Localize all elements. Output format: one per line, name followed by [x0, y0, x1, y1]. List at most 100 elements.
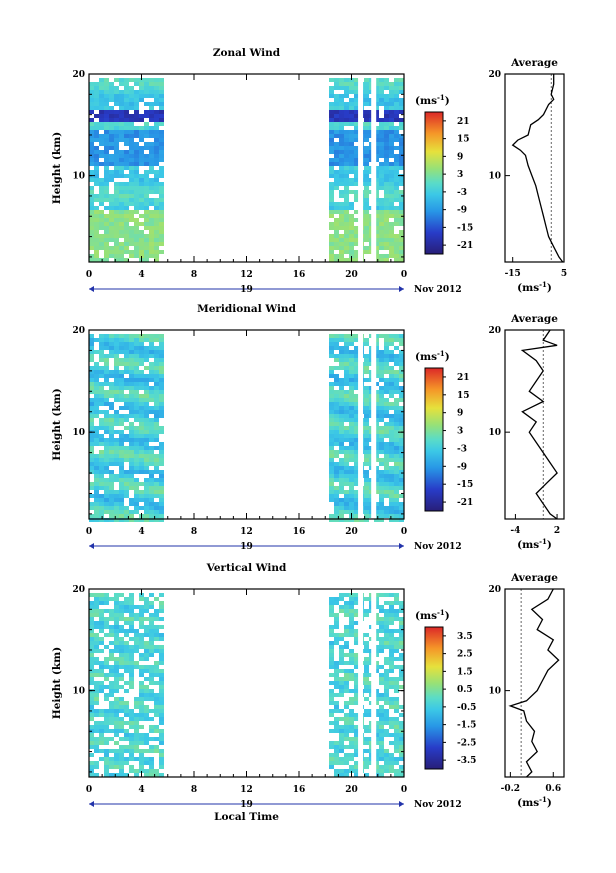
profile-title: Average	[510, 572, 558, 584]
colorbar-tick-label: 15	[457, 135, 470, 145]
data-gap-strip	[358, 589, 364, 777]
x-axis-label: Local Time	[214, 811, 279, 823]
colorbar-unit-close: )	[445, 610, 450, 622]
colorbar-tick-label: 1.5	[457, 667, 473, 677]
profile-frame	[504, 329, 565, 520]
date-marker: 19	[240, 285, 253, 295]
y-axis-label: Height (km)	[51, 647, 63, 719]
profile-y-tick-label: 20	[488, 585, 501, 595]
profile-unit-sup: -1	[539, 795, 547, 804]
profile-unit-open: (ms	[517, 282, 539, 294]
colorbar	[424, 367, 444, 512]
profile-line	[511, 74, 564, 263]
colorbar-unit-close: )	[445, 95, 450, 107]
profile-line	[520, 329, 558, 520]
profile-unit-open: (ms	[517, 797, 539, 809]
profile-title: Average	[510, 57, 558, 69]
profile-unit-sup: -1	[539, 537, 547, 546]
profile-y-tick-label: 10	[488, 687, 501, 697]
colorbar-unit-sup: -1	[437, 93, 445, 102]
y-tick-label: 10	[72, 172, 85, 182]
date-bar-arrow-right	[399, 286, 404, 292]
panel-3: Vertical Wind 0 4 8 12 16 20 0 10 20 Height (km) 19…	[51, 562, 565, 823]
profile-unit-close: )	[547, 539, 552, 551]
x-tick-label: 20	[345, 527, 358, 537]
colorbar-unit: (ms-1)	[415, 608, 450, 622]
y-tick-label: 20	[72, 326, 85, 336]
colorbar-unit-open: (ms	[415, 351, 437, 363]
x-tick-label: 8	[191, 785, 197, 795]
profile-y-tick-label: 20	[488, 326, 501, 336]
profile-x-tick-label: -15	[505, 269, 521, 279]
profile-x-tick-label: 2	[554, 526, 560, 536]
colorbar	[424, 626, 444, 770]
y-tick-label: 10	[72, 687, 85, 697]
colorbar-tick-label: 15	[457, 391, 470, 401]
date-label: Nov 2012	[414, 800, 462, 810]
y-tick-label: 20	[72, 585, 85, 595]
x-tick-label: 4	[138, 527, 144, 537]
colorbar-unit: (ms-1)	[415, 349, 450, 363]
heatmap-field	[89, 593, 404, 777]
profile-x-tick-label: 5	[561, 269, 567, 279]
x-tick-label: 8	[191, 527, 197, 537]
x-tick-label: 16	[293, 785, 306, 795]
colorbar-tick-label: -3	[457, 188, 467, 198]
x-tick-label: 16	[293, 270, 306, 280]
colorbar-unit-close: )	[445, 351, 450, 363]
heatmap-field	[89, 334, 404, 522]
x-tick-label: 0	[401, 785, 407, 795]
colorbar-tick-label: -9	[457, 462, 467, 472]
colorbar-tick-label: -9	[457, 206, 467, 216]
colorbar-tick-label: 21	[457, 117, 470, 127]
average-profile: Average 10 20 -15 5 (ms-1)	[488, 57, 567, 294]
x-tick-label: 0	[401, 527, 407, 537]
date-bar-arrow-right	[399, 801, 404, 807]
profile-unit: (ms-1)	[517, 795, 552, 809]
profile-y-tick-label: 20	[488, 70, 501, 80]
profile-y-tick-label: 10	[488, 428, 501, 438]
colorbar-tick-label: 9	[457, 152, 463, 162]
colorbar	[424, 111, 444, 255]
colorbar-tick-label: 0.5	[457, 685, 473, 695]
profile-frame	[504, 588, 565, 778]
panel-1: Zonal Wind 0 4 8 12 16 20 0 10 20 Height (km) 19 Nov…	[51, 47, 567, 295]
profile-unit: (ms-1)	[517, 537, 552, 551]
colorbar-tick-label: -15	[457, 223, 473, 233]
x-tick-label: 0	[86, 270, 92, 280]
colorbar-tick-label: 2.5	[457, 650, 473, 660]
x-tick-label: 0	[401, 270, 407, 280]
colorbar-tick-label: -21	[457, 498, 473, 508]
date-label: Nov 2012	[414, 285, 462, 295]
profile-x-tick-label: -0.2	[501, 784, 520, 794]
colorbar-unit-sup: -1	[437, 349, 445, 358]
panel-2: Meridional Wind 0 4 8 12 16 20 0 10 20 Height (km)…	[51, 303, 565, 552]
colorbar-tick-label: -0.5	[457, 703, 476, 713]
x-tick-label: 12	[240, 527, 253, 537]
x-tick-label: 0	[86, 527, 92, 537]
date-marker: 19	[240, 800, 253, 810]
colorbar-tick-label: -2.5	[457, 738, 476, 748]
colorbar-unit-sup: -1	[437, 608, 445, 617]
colorbar-unit: (ms-1)	[415, 93, 450, 107]
data-gap-strip	[358, 74, 364, 262]
y-tick-label: 10	[72, 428, 85, 438]
x-tick-label: 12	[240, 270, 253, 280]
colorbar-unit-open: (ms	[415, 95, 437, 107]
date-bar-arrow-left	[89, 286, 94, 292]
profile-frame	[504, 73, 565, 263]
x-tick-label: 8	[191, 270, 197, 280]
panel-title: Vertical Wind	[206, 562, 287, 574]
date-bar-arrow-left	[89, 801, 94, 807]
data-gap-strip	[371, 330, 377, 519]
colorbar-tick-label: 3	[457, 427, 463, 437]
x-tick-label: 12	[240, 785, 253, 795]
profile-unit-close: )	[547, 797, 552, 809]
colorbar-tick-label: -1.5	[457, 721, 476, 731]
x-tick-label: 20	[345, 785, 358, 795]
colorbar-unit-open: (ms	[415, 610, 437, 622]
colorbar-tick-label: 3.5	[457, 632, 473, 642]
